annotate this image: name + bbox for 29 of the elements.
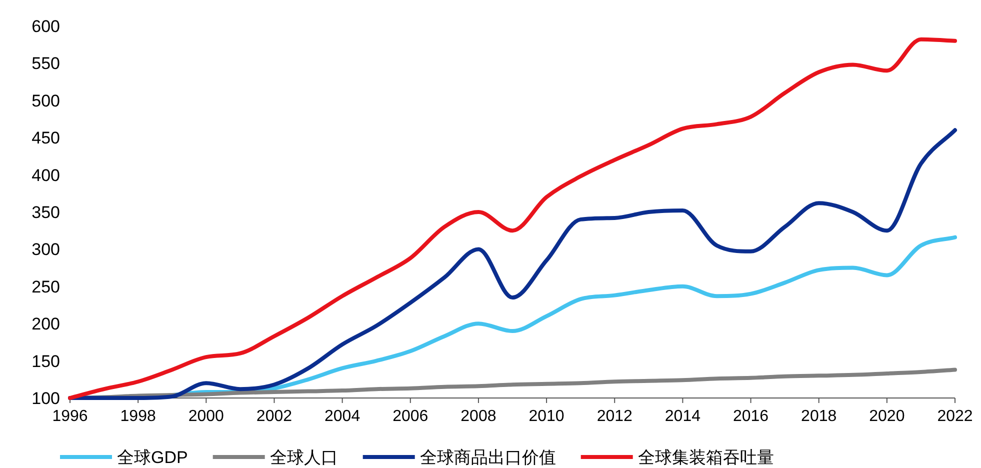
y-tick-label: 350 xyxy=(32,203,60,222)
x-tick-label: 2012 xyxy=(596,408,633,425)
x-tick-label: 2022 xyxy=(937,408,973,425)
y-tick-label: 500 xyxy=(32,91,60,110)
x-tick-label: 2020 xyxy=(869,408,905,425)
y-tick-label: 100 xyxy=(32,389,60,408)
x-tick-label: 2002 xyxy=(256,408,292,425)
y-tick-label: 550 xyxy=(32,54,60,74)
legend-label: 全球人口 xyxy=(270,448,338,467)
x-tick-label: 2014 xyxy=(664,408,701,425)
legend-label: 全球集装箱吞吐量 xyxy=(638,448,774,467)
legend-label: 全球GDP xyxy=(117,448,188,467)
legend-label: 全球商品出口价值 xyxy=(420,448,556,467)
y-tick-label: 200 xyxy=(32,314,60,334)
x-tick-label: 2004 xyxy=(324,408,360,425)
y-tick-label: 400 xyxy=(32,166,60,185)
y-tick-label: 150 xyxy=(32,352,60,371)
x-tick-label: 1998 xyxy=(120,408,156,425)
x-tick-label: 2006 xyxy=(392,408,428,425)
y-tick-label: 250 xyxy=(32,277,60,296)
y-tick-label: 600 xyxy=(32,17,60,36)
x-tick-label: 2016 xyxy=(732,408,769,425)
x-tick-label: 2008 xyxy=(460,408,496,425)
x-tick-label: 1996 xyxy=(52,408,88,425)
x-tick-label: 2010 xyxy=(528,408,564,425)
y-tick-label: 300 xyxy=(32,240,60,260)
x-tick-label: 2018 xyxy=(801,408,837,425)
x-tick-label: 2000 xyxy=(188,408,224,425)
y-tick-label: 450 xyxy=(32,128,60,148)
